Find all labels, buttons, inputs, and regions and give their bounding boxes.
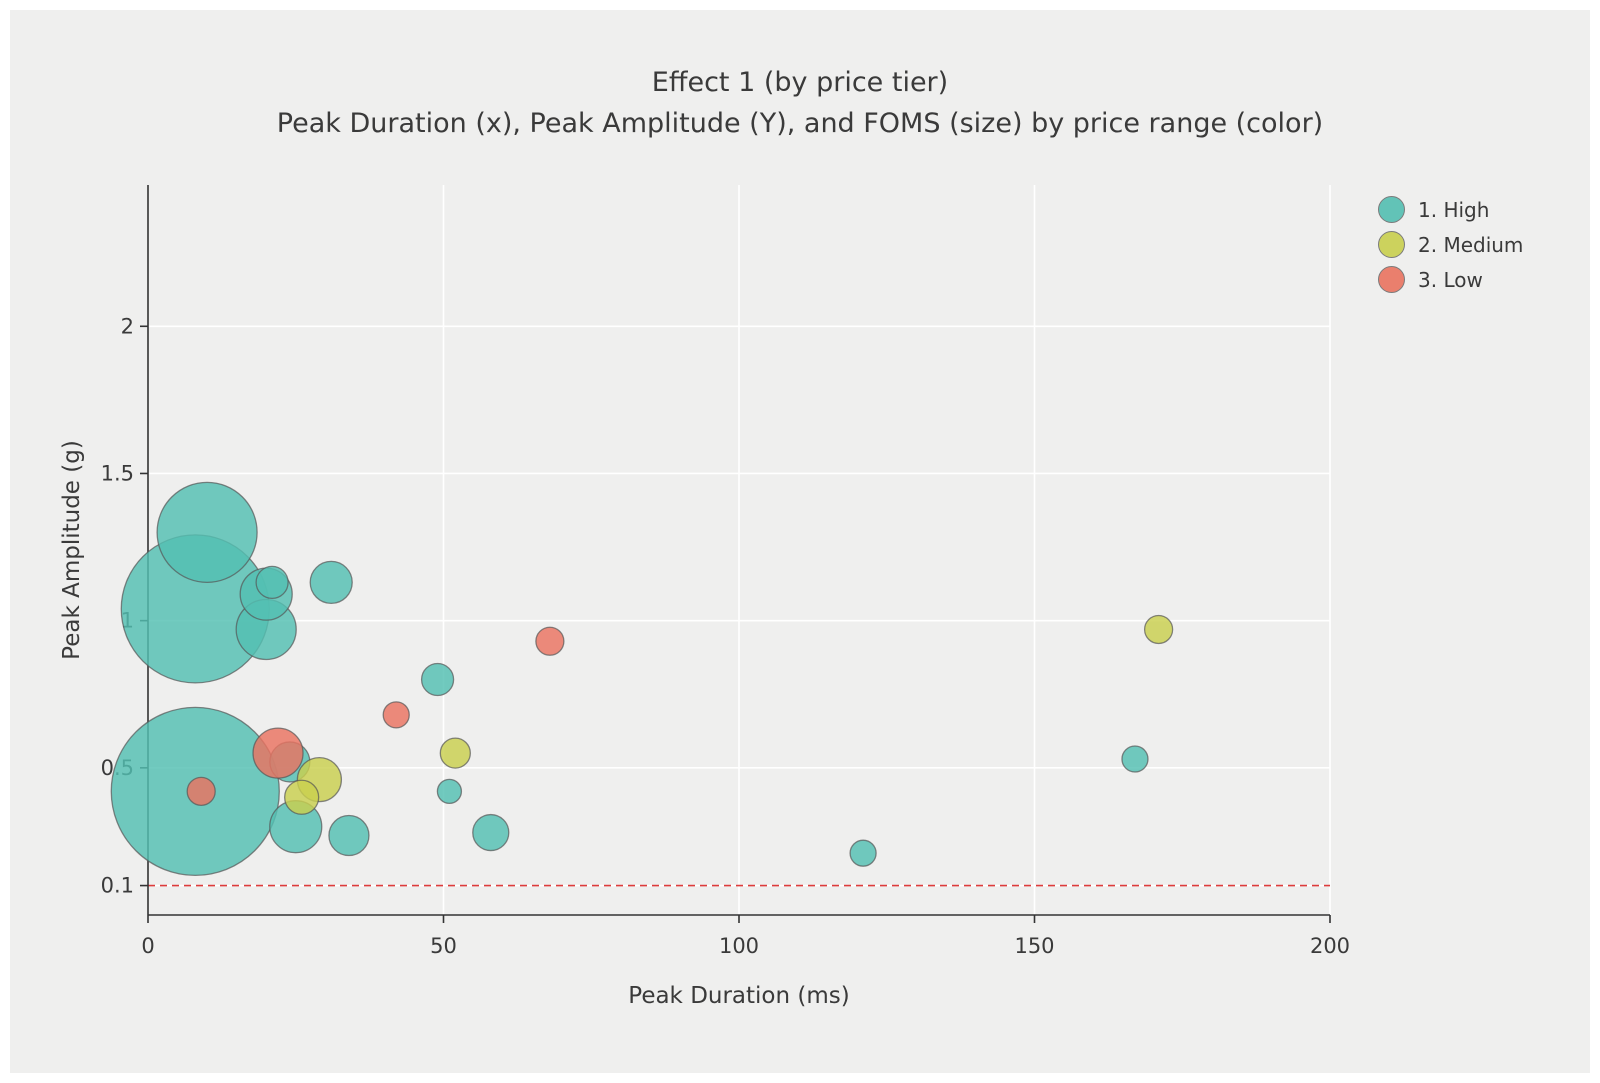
bubble[interactable] (255, 565, 289, 600)
x-tick-label: 100 (719, 934, 759, 958)
legend-label-high: 1. High (1418, 197, 1490, 222)
bubble[interactable] (284, 779, 320, 815)
bubble[interactable] (1121, 745, 1149, 773)
bubble[interactable] (156, 481, 258, 583)
bubble[interactable] (849, 839, 877, 867)
bubble[interactable] (1143, 614, 1174, 645)
legend-item-medium[interactable]: 2. Medium (1378, 227, 1523, 262)
bubble[interactable] (186, 776, 216, 807)
x-tick-label: 50 (430, 934, 457, 958)
legend-swatch-medium-icon (1378, 231, 1405, 258)
bubble[interactable] (382, 701, 410, 729)
chart-titles: Effect 1 (by price tier) Peak Duration (… (0, 62, 1600, 144)
x-tick-label: 200 (1310, 934, 1350, 958)
legend-item-high[interactable]: 1. High (1378, 192, 1523, 227)
y-axis-title: Peak Amplitude (g) (59, 440, 85, 660)
x-tick-label: 150 (1014, 934, 1054, 958)
bubble[interactable] (328, 814, 370, 857)
legend-swatch-low-icon (1378, 266, 1405, 293)
bubble[interactable] (252, 727, 304, 779)
x-axis-title: Peak Duration (ms) (628, 983, 850, 1009)
bubble[interactable] (436, 778, 463, 805)
legend-swatch-high-icon (1378, 196, 1405, 223)
y-tick-label: 1.5 (101, 461, 134, 485)
y-tick-label: 2 (121, 314, 134, 338)
bubble[interactable] (472, 813, 510, 852)
bubble[interactable] (420, 662, 455, 697)
legend: 1. High 2. Medium 3. Low (1378, 192, 1523, 297)
x-tick-label: 0 (141, 934, 154, 958)
y-tick-label: 0.1 (101, 874, 134, 898)
legend-label-medium: 2. Medium (1418, 232, 1524, 257)
chart-title: Effect 1 (by price tier) (651, 67, 949, 98)
legend-label-low: 3. Low (1418, 267, 1483, 292)
chart-subtitle: Peak Duration (x), Peak Amplitude (Y), a… (276, 108, 1324, 139)
bubble[interactable] (535, 626, 565, 656)
bubble[interactable] (309, 560, 353, 605)
plot-background (10, 10, 1590, 1073)
legend-item-low[interactable]: 3. Low (1378, 262, 1523, 297)
bubble[interactable] (439, 737, 471, 769)
